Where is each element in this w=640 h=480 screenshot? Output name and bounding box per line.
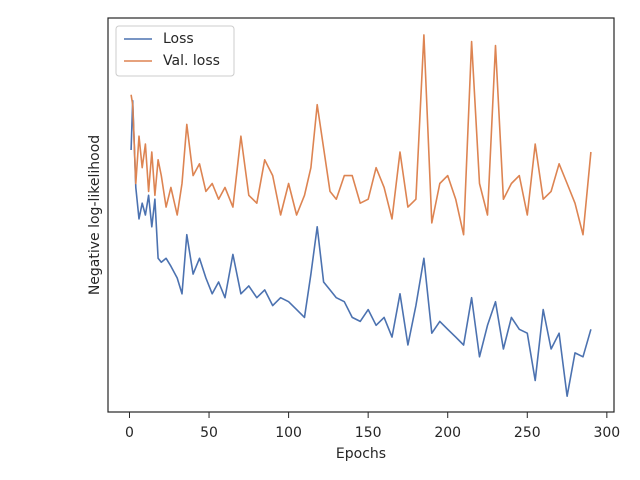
y-axis-label: Negative log-likelihood <box>87 135 103 295</box>
line-series <box>130 99 592 397</box>
x-tick-label: 0 <box>125 425 134 441</box>
x-tick-label: 50 <box>200 425 218 441</box>
legend: Loss Val. loss <box>115 25 235 77</box>
legend-label: Loss <box>163 31 194 47</box>
x-tick-label: 200 <box>434 425 461 441</box>
x-tick-label: 100 <box>275 425 302 441</box>
line-series <box>130 34 592 236</box>
legend-label: Val. loss <box>163 53 220 69</box>
x-tick-label: 150 <box>355 425 382 441</box>
x-tick-label: 300 <box>593 425 620 441</box>
axes-frame <box>107 17 615 413</box>
x-tick-label: 250 <box>514 425 541 441</box>
x-axis-label: Epochs <box>336 446 386 462</box>
